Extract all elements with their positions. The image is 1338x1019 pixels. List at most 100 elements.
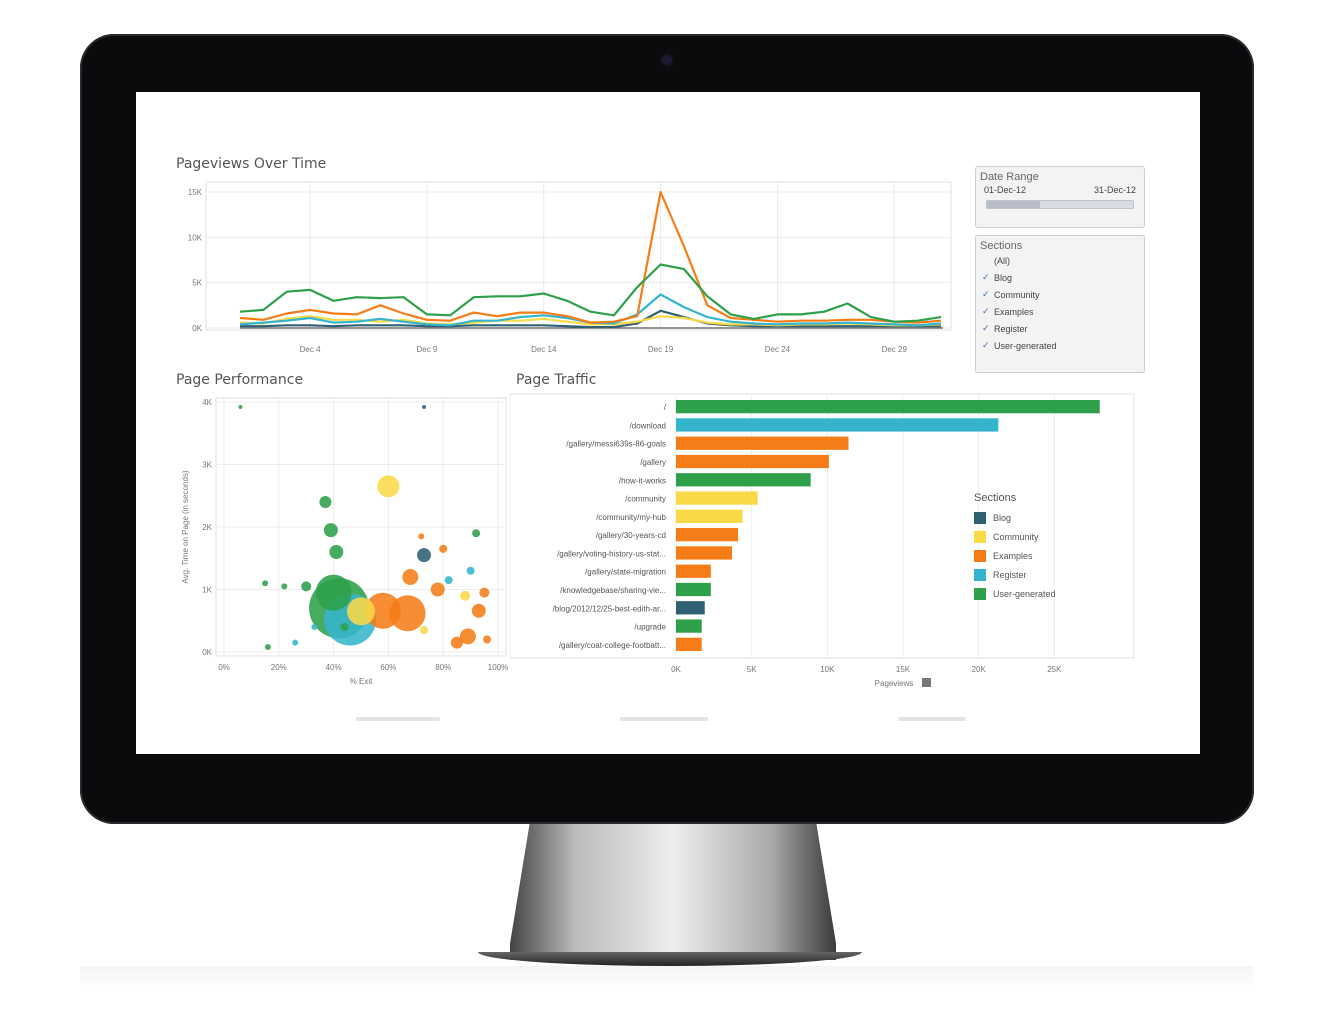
scatter-point <box>323 523 338 538</box>
legend-label: Blog <box>993 512 1012 523</box>
section-filter-label: Examples <box>994 306 1034 317</box>
x-tick-label: 10K <box>820 665 835 674</box>
bar <box>676 582 711 597</box>
date-range-title: Date Range <box>980 171 1039 183</box>
faded-label <box>620 717 708 721</box>
legend-item[interactable]: Register <box>974 565 1056 584</box>
scatter-point <box>460 590 471 601</box>
scatter-point <box>466 566 475 575</box>
scatter-point <box>377 475 400 498</box>
bar <box>676 528 739 542</box>
section-filter-item[interactable]: ✓ Examples <box>976 303 1144 320</box>
date-range-start: 01-Dec-12 <box>984 185 1027 195</box>
scatter-point <box>389 595 426 632</box>
scatter-point <box>472 529 481 538</box>
series-line-blog <box>240 309 941 329</box>
legend-title: Sections <box>974 492 1017 504</box>
y-tick-label: 2K <box>202 523 212 532</box>
y-tick-label: 3K <box>202 461 212 470</box>
pageviews-line-chart[interactable]: 0K 5K 10K 15K Dec 4 Dec 9 Dec 14 Dec 19 Dec 24 De… <box>166 176 966 362</box>
bar-category-label: /blog/2012/12/25-best-edith-ar... <box>553 604 666 613</box>
date-range-filter[interactable]: Date Range 01-Dec-12 31-Dec-12 <box>975 166 1145 228</box>
bar-category-label: /gallery/30-years-cd <box>596 531 666 540</box>
section-filter-label: User-generated <box>994 340 1057 351</box>
x-tick-label: Dec 24 <box>765 345 791 354</box>
y-tick-label: 10K <box>188 233 203 242</box>
bar <box>676 619 702 633</box>
bar <box>676 491 758 505</box>
legend-item[interactable]: Blog <box>974 508 1056 527</box>
page-performance-scatter-chart[interactable]: 0% 20% 40% 60% 80% 100% 0K 1K 2K 3K 4K % Exit Avg. T… <box>172 390 512 702</box>
plot-area <box>205 181 952 331</box>
section-filter-label: (All) <box>994 255 1010 266</box>
bar-category-label: /community/my-hub <box>596 513 666 522</box>
bar-category-label: / <box>664 403 667 412</box>
scatter-point <box>402 569 419 585</box>
section-filter-item[interactable]: (All) <box>976 252 1144 269</box>
sections-filter[interactable]: Sections (All) ✓ Blog ✓ Community ✓ Examples ✓ R… <box>975 235 1145 373</box>
scatter-point <box>329 545 344 559</box>
scatter-point <box>479 587 490 598</box>
section-filter-item[interactable]: ✓ User-generated <box>976 337 1144 354</box>
scatter-point <box>444 576 453 585</box>
section-filter-item[interactable]: ✓ Blog <box>976 269 1144 286</box>
scatter-point <box>264 644 271 650</box>
scatter-point <box>301 581 312 592</box>
scatter-point <box>262 580 269 587</box>
series-line-examples <box>239 190 942 324</box>
bar <box>676 509 743 523</box>
bar-category-label: /gallery <box>640 458 666 467</box>
scatter-point <box>420 626 429 635</box>
checkmark-icon[interactable]: ✓ <box>982 340 990 350</box>
section-filter-item[interactable]: ✓ Community <box>976 286 1144 303</box>
bar-category-label: /how-it-works <box>619 476 666 485</box>
date-range-slider-thumb[interactable] <box>987 201 1040 208</box>
section-filter-label: Blog <box>994 272 1013 283</box>
y-axis-title: Avg. Time on Page (in seconds) <box>181 470 190 584</box>
scatter-point <box>315 574 352 611</box>
scatter-point <box>417 548 432 563</box>
checkmark-icon[interactable]: ✓ <box>982 323 990 333</box>
x-tick-label: 0% <box>218 663 230 672</box>
pageviews-title: Pageviews Over Time <box>176 156 327 172</box>
scatter-point <box>418 533 425 540</box>
bar <box>676 400 1100 414</box>
x-tick-label: Dec 19 <box>648 345 674 354</box>
x-axis-title: Pageviews <box>875 679 914 688</box>
legend-label: Examples <box>993 550 1033 561</box>
legend-label: User-generated <box>993 588 1056 599</box>
x-tick-label: 60% <box>380 663 396 672</box>
bar-category-label: /community <box>625 495 666 504</box>
scatter-point <box>439 544 448 553</box>
legend-item[interactable]: Community <box>974 527 1056 546</box>
scatter-point <box>483 635 492 644</box>
bar-category-label: /upgrade <box>634 623 666 632</box>
bar-category-label: /knowledgebase/sharing-vie... <box>560 586 666 595</box>
x-tick-label: 80% <box>435 663 451 672</box>
legend-label: Community <box>993 531 1039 542</box>
legend-item[interactable]: User-generated <box>974 584 1056 603</box>
bar-category-label: /download <box>630 421 666 430</box>
page-performance-title: Page Performance <box>176 372 304 388</box>
x-axis-title: % Exit <box>350 677 373 686</box>
x-tick-label: 20% <box>271 663 287 672</box>
monitor-stand-base <box>478 952 862 966</box>
section-filter-label: Register <box>994 323 1028 334</box>
y-tick-label: 15K <box>188 188 203 197</box>
y-tick-label: 1K <box>202 586 212 595</box>
legend-swatch <box>974 549 986 562</box>
checkmark-icon[interactable]: ✓ <box>982 306 990 316</box>
scatter-point <box>281 583 288 590</box>
bar <box>676 454 829 469</box>
bar-category-label: /gallery/coat-college-footbatt... <box>559 641 666 650</box>
date-range-slider[interactable] <box>986 200 1134 209</box>
scatter-point <box>422 405 427 409</box>
x-tick-label: Dec 9 <box>416 345 437 354</box>
legend-item[interactable]: Examples <box>974 546 1056 565</box>
section-filter-item[interactable]: ✓ Register <box>976 320 1144 337</box>
checkmark-icon[interactable]: ✓ <box>982 272 990 282</box>
page-traffic-bar-chart[interactable]: 0K 5K 10K 15K 20K 25K Pageviews / /download/gall… <box>510 390 1144 696</box>
legend-swatch <box>974 511 986 524</box>
faded-label <box>898 717 966 721</box>
checkmark-icon[interactable]: ✓ <box>982 289 990 299</box>
